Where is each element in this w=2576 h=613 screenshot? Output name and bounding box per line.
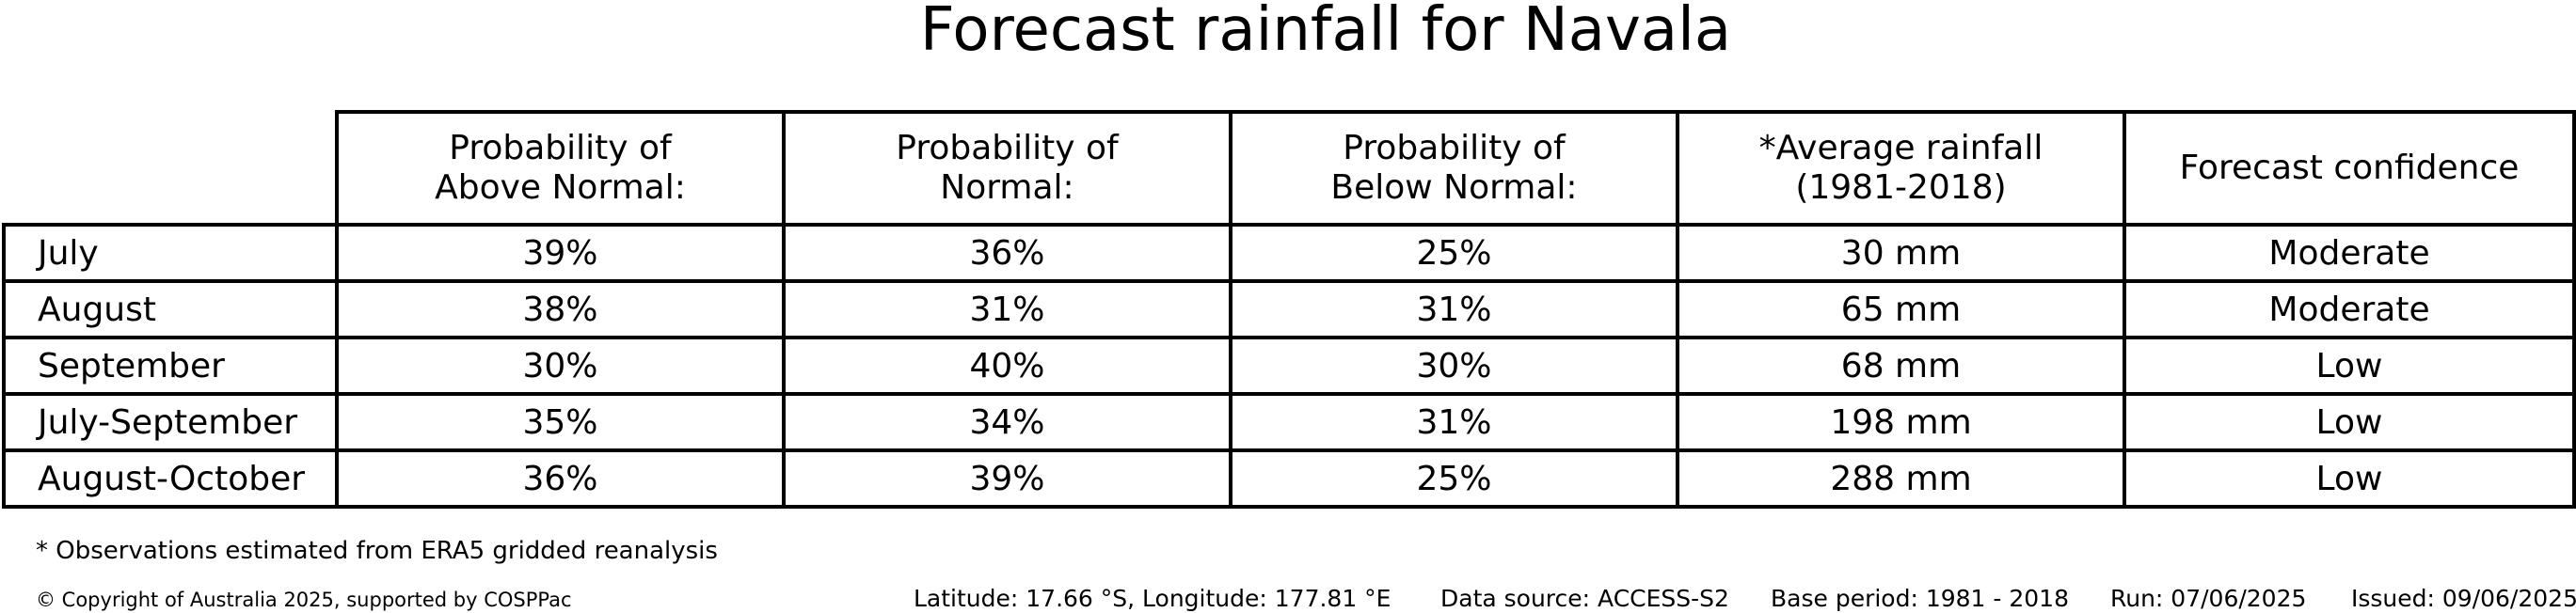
average-rainfall-cell: 288 mm bbox=[1676, 448, 2126, 509]
below-normal-cell: 25% bbox=[1229, 223, 1679, 283]
period-cell: July bbox=[2, 223, 339, 283]
confidence-cell: Low bbox=[2123, 336, 2576, 396]
confidence-cell: Moderate bbox=[2123, 279, 2576, 339]
table-header-row: Probability of Above Normal: Probability … bbox=[4, 110, 2576, 227]
period-cell: August-October bbox=[2, 448, 339, 509]
below-normal-cell: 31% bbox=[1229, 279, 1679, 339]
run-date: Run: 07/06/2025 bbox=[2110, 585, 2307, 612]
confidence-cell: Low bbox=[2123, 448, 2576, 509]
normal-cell: 36% bbox=[782, 223, 1232, 283]
header-normal: Probability of Normal: bbox=[782, 110, 1232, 227]
table-row: August-October 36% 39% 25% 288 mm Low bbox=[2, 448, 2576, 509]
footnote: * Observations estimated from ERA5 gridd… bbox=[36, 537, 718, 565]
table-row: August 38% 31% 31% 65 mm Moderate bbox=[2, 279, 2576, 339]
above-normal-cell: 36% bbox=[335, 448, 786, 509]
below-normal-cell: 30% bbox=[1229, 336, 1679, 396]
normal-cell: 34% bbox=[782, 392, 1232, 452]
above-normal-cell: 38% bbox=[335, 279, 786, 339]
average-rainfall-cell: 68 mm bbox=[1676, 336, 2126, 396]
below-normal-cell: 31% bbox=[1229, 392, 1679, 452]
table-row: July 39% 36% 25% 30 mm Moderate bbox=[2, 223, 2576, 283]
location-coordinates: Latitude: 17.66 °S, Longitude: 177.81 °E bbox=[914, 585, 1391, 612]
header-average-rainfall: *Average rainfall (1981-2018) bbox=[1676, 110, 2126, 227]
header-below-normal: Probability of Below Normal: bbox=[1229, 110, 1679, 227]
average-rainfall-cell: 30 mm bbox=[1676, 223, 2126, 283]
average-rainfall-cell: 198 mm bbox=[1676, 392, 2126, 452]
header-above-normal: Probability of Above Normal: bbox=[335, 110, 786, 227]
normal-cell: 31% bbox=[782, 279, 1232, 339]
period-cell: July-September bbox=[2, 392, 339, 452]
copyright-notice: © Copyright of Australia 2025, supported… bbox=[36, 589, 572, 611]
base-period: Base period: 1981 - 2018 bbox=[1771, 585, 2069, 612]
data-source: Data source: ACCESS-S2 bbox=[1440, 585, 1729, 612]
header-line: Probability of bbox=[896, 128, 1119, 167]
header-forecast-confidence: Forecast confidence bbox=[2123, 110, 2576, 227]
table-row: September 30% 40% 30% 68 mm Low bbox=[2, 336, 2576, 396]
table-row: July-September 35% 34% 31% 198 mm Low bbox=[2, 392, 2576, 452]
confidence-cell: Low bbox=[2123, 392, 2576, 452]
average-rainfall-cell: 65 mm bbox=[1676, 279, 2126, 339]
above-normal-cell: 39% bbox=[335, 223, 786, 283]
header-corner-cell bbox=[4, 112, 339, 227]
period-cell: August bbox=[2, 279, 339, 339]
above-normal-cell: 30% bbox=[335, 336, 786, 396]
header-line: Normal: bbox=[940, 168, 1074, 207]
header-line: Below Normal: bbox=[1330, 168, 1578, 207]
above-normal-cell: 35% bbox=[335, 392, 786, 452]
header-line: Probability of bbox=[449, 128, 672, 167]
header-line: (1981-2018) bbox=[1795, 168, 2007, 207]
forecast-table: Probability of Above Normal: Probability … bbox=[2, 110, 2576, 509]
normal-cell: 40% bbox=[782, 336, 1232, 396]
header-line: *Average rainfall bbox=[1758, 128, 2043, 167]
normal-cell: 39% bbox=[782, 448, 1232, 509]
page-title: Forecast rainfall for Navala bbox=[919, 0, 1732, 65]
below-normal-cell: 25% bbox=[1229, 448, 1679, 509]
header-line: Probability of bbox=[1343, 128, 1566, 167]
period-cell: September bbox=[2, 336, 339, 396]
issued-date: Issued: 09/06/2025 bbox=[2351, 585, 2576, 612]
confidence-cell: Moderate bbox=[2123, 223, 2576, 283]
header-line: Forecast confidence bbox=[2179, 148, 2520, 187]
header-line: Above Normal: bbox=[435, 168, 686, 207]
